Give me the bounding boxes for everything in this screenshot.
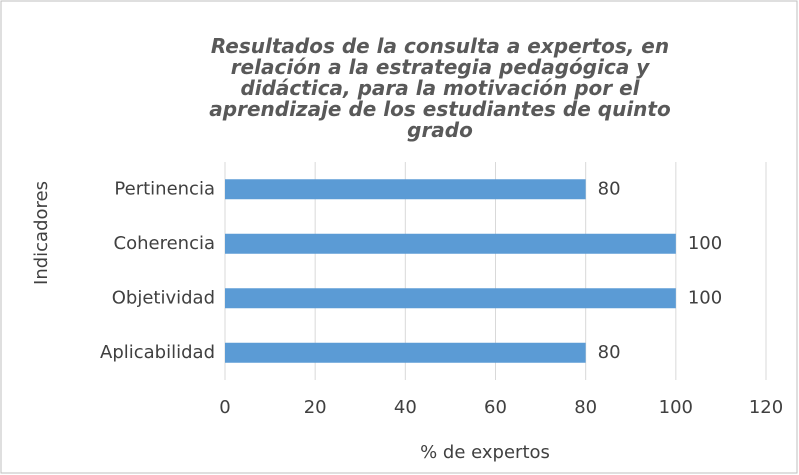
data-label: 100	[688, 233, 722, 254]
x-tick-label: 40	[394, 397, 417, 418]
y-tick-label: Pertinencia	[114, 178, 215, 199]
x-tick-label: 0	[219, 397, 230, 418]
bar	[225, 233, 676, 254]
x-axis-label: % de expertos	[420, 442, 550, 463]
bar	[225, 288, 676, 309]
data-label: 80	[598, 342, 621, 363]
x-tick-label: 100	[659, 397, 693, 418]
x-tick-label: 60	[484, 397, 507, 418]
y-tick-label: Aplicabilidad	[100, 342, 215, 363]
data-label: 100	[688, 287, 722, 308]
bar	[225, 179, 586, 200]
chart-title: Resultados de la consulta a expertos, en…	[209, 34, 671, 142]
x-tick-label: 120	[749, 397, 783, 418]
x-tick-label: 20	[304, 397, 327, 418]
bar	[225, 342, 586, 363]
x-tick-label: 80	[574, 397, 597, 418]
y-tick-label: Coherencia	[114, 233, 215, 254]
data-label: 80	[598, 178, 621, 199]
y-tick-label: Objetividad	[112, 287, 215, 308]
y-axis-label: Indicadores	[31, 181, 52, 285]
